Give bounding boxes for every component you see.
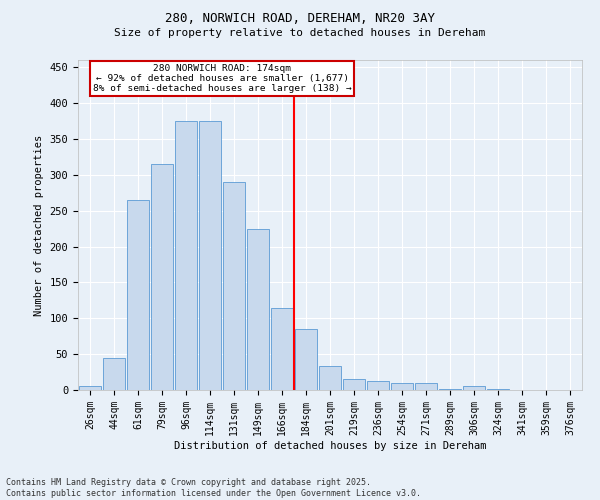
Y-axis label: Number of detached properties: Number of detached properties (34, 134, 44, 316)
Text: 280, NORWICH ROAD, DEREHAM, NR20 3AY: 280, NORWICH ROAD, DEREHAM, NR20 3AY (165, 12, 435, 26)
Bar (151, 164, 173, 390)
Bar (415, 383, 437, 390)
Bar (175, 121, 197, 390)
Bar (295, 329, 317, 390)
Bar (271, 308, 293, 390)
Bar (439, 388, 461, 390)
Text: Contains HM Land Registry data © Crown copyright and database right 2025.
Contai: Contains HM Land Registry data © Crown c… (6, 478, 421, 498)
Bar (487, 388, 509, 390)
Bar (367, 380, 389, 390)
Bar (391, 383, 413, 390)
Bar (319, 366, 341, 390)
X-axis label: Distribution of detached houses by size in Dereham: Distribution of detached houses by size … (174, 440, 486, 450)
Bar (343, 379, 365, 390)
Bar (79, 386, 101, 390)
Bar (223, 182, 245, 390)
Bar (127, 200, 149, 390)
Bar (463, 386, 485, 390)
Bar (103, 358, 125, 390)
Bar (247, 228, 269, 390)
Bar (199, 121, 221, 390)
Text: Size of property relative to detached houses in Dereham: Size of property relative to detached ho… (115, 28, 485, 38)
Text: 280 NORWICH ROAD: 174sqm
← 92% of detached houses are smaller (1,677)
8% of semi: 280 NORWICH ROAD: 174sqm ← 92% of detach… (92, 64, 352, 94)
